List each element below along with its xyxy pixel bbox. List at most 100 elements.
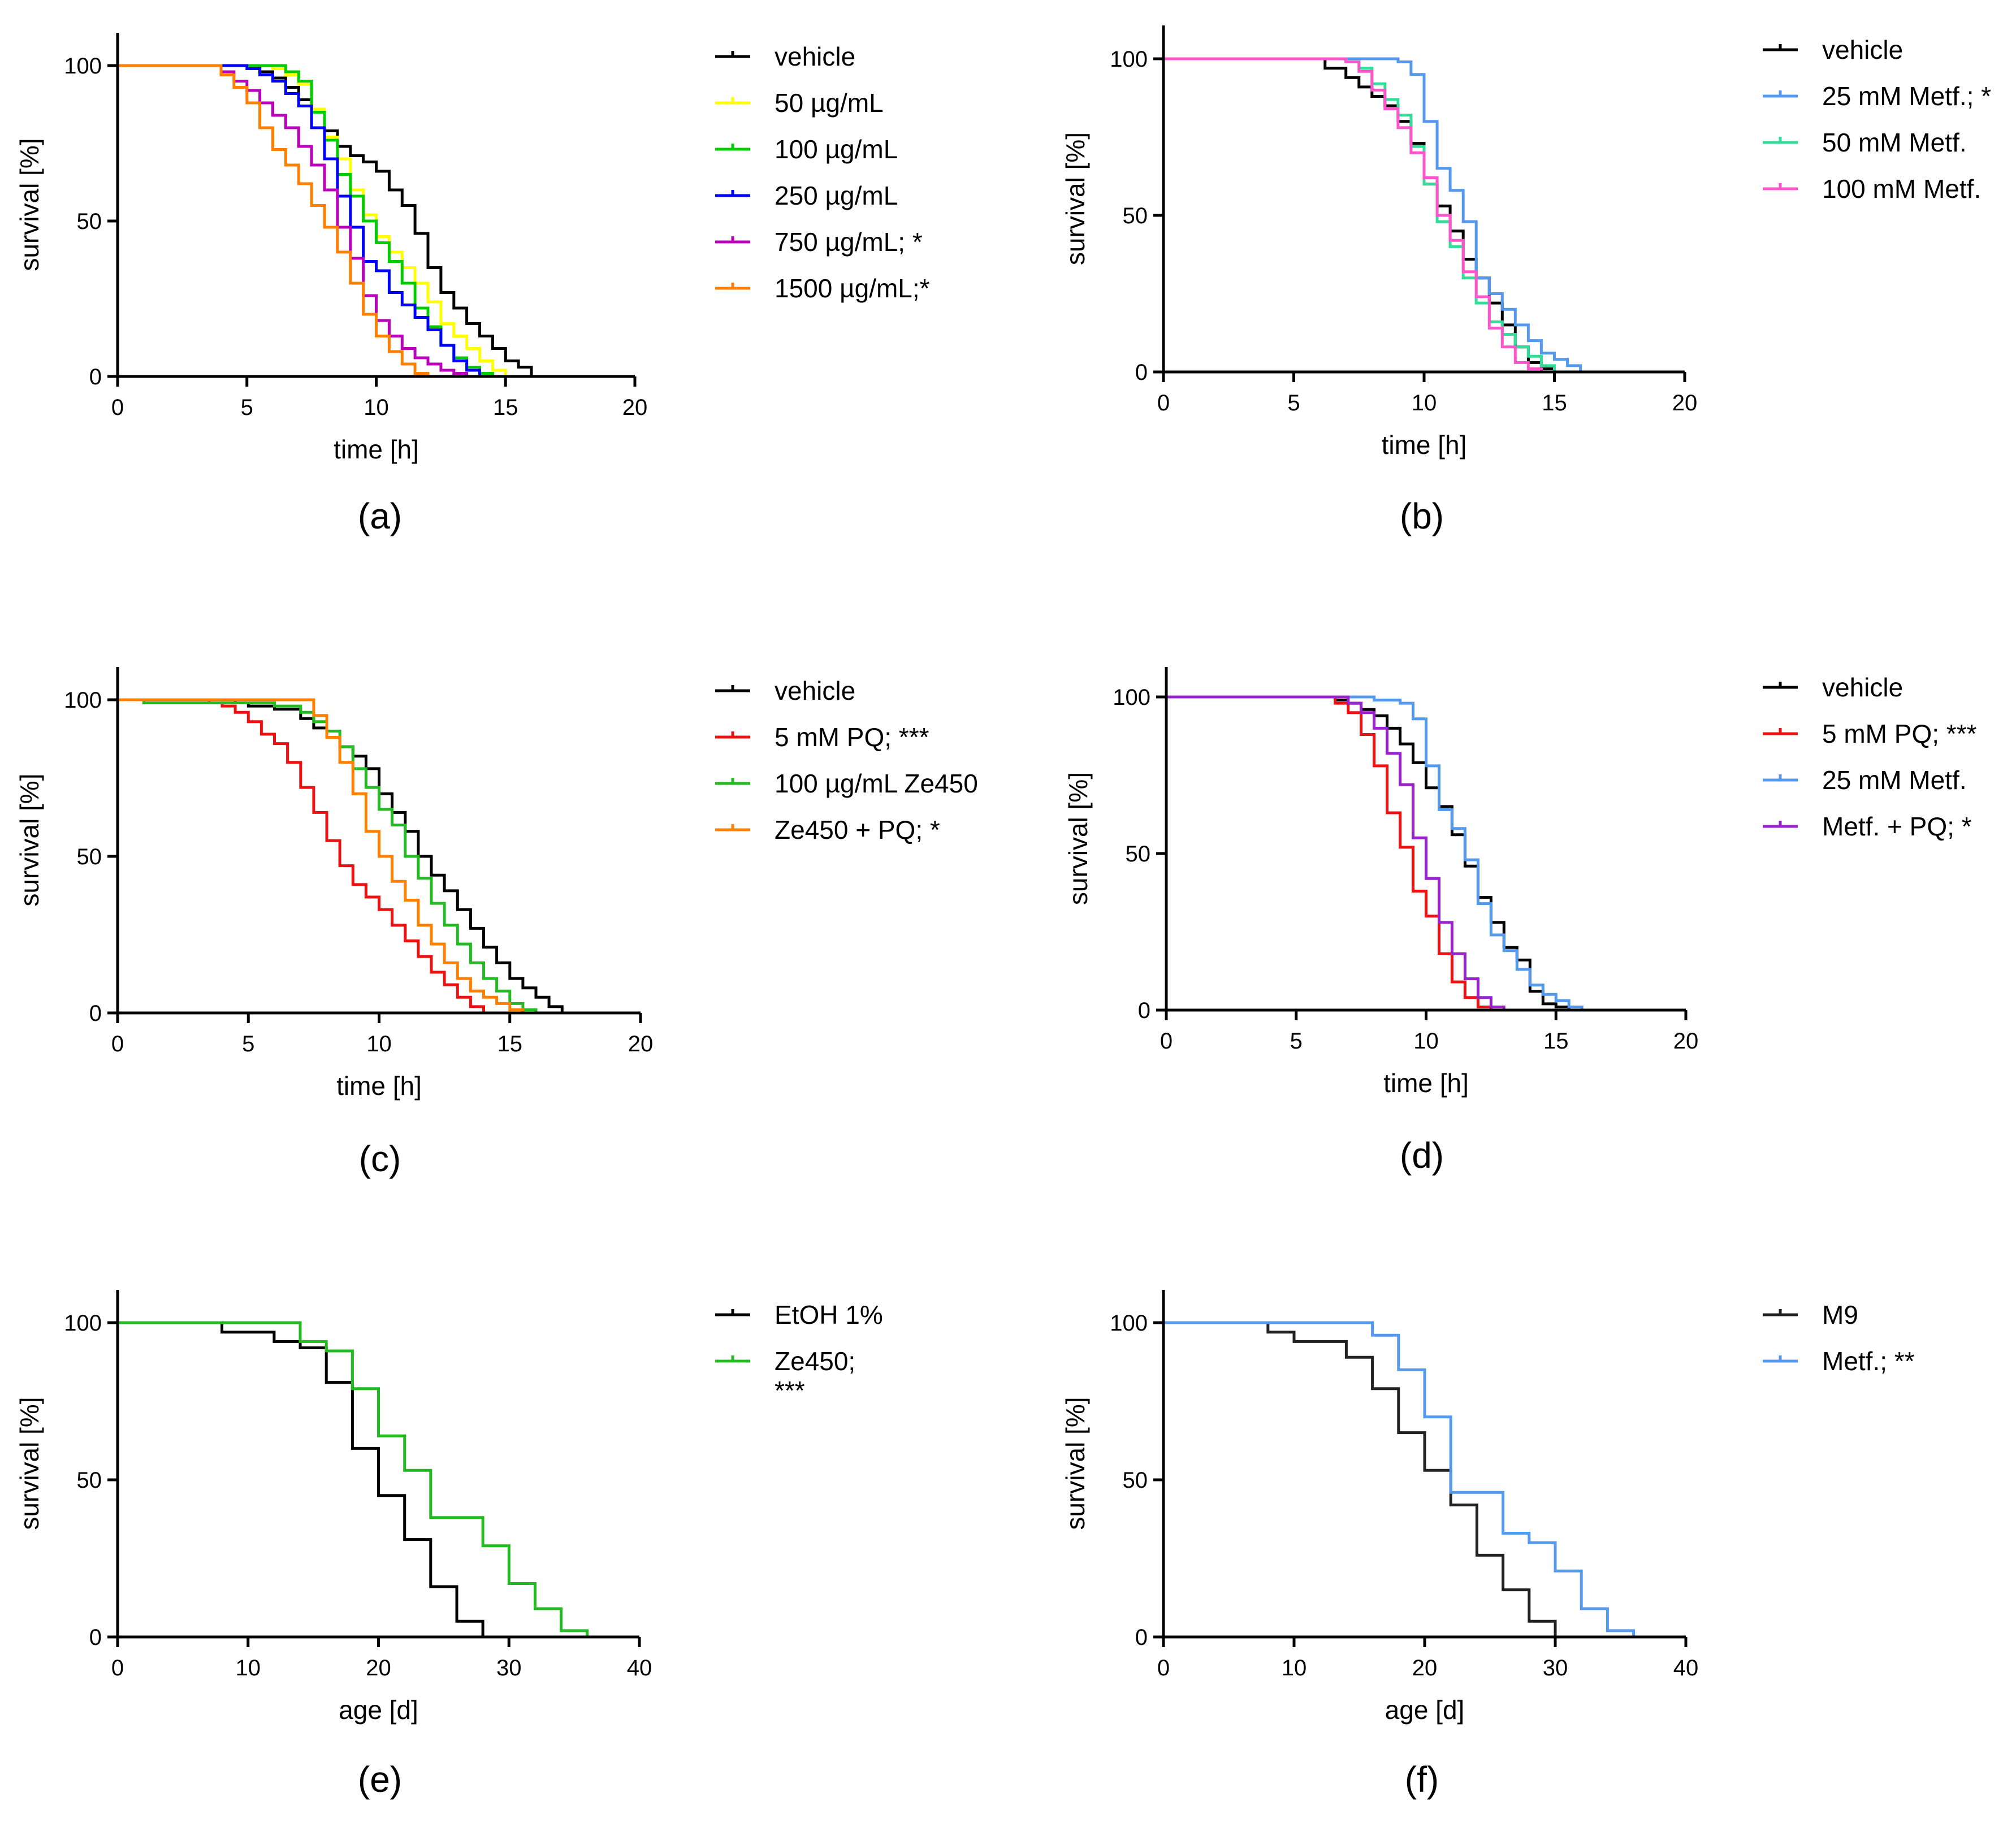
x-tick-label: 15: [493, 395, 518, 420]
y-axis-title: survival [%]: [15, 1397, 44, 1530]
panel-label: (e): [358, 1759, 402, 1800]
panel-e: 0 10 20 30 40 0 50 100 age [d] survival [%] EtOH 1…: [15, 1290, 883, 1800]
y-tick-label: 0: [89, 1001, 102, 1026]
series-line-1: [1166, 695, 1492, 1010]
x-tick-label: 20: [1673, 1029, 1699, 1054]
series-line-1: [118, 698, 485, 1013]
legend-label: vehicle: [1822, 35, 1903, 64]
y-tick-label: 100: [64, 688, 102, 713]
x-axis-title: time [h]: [1382, 430, 1467, 460]
series-line-1: [118, 1321, 589, 1637]
x-tick-label: 0: [1157, 1656, 1170, 1680]
legend-label-extra: ***: [775, 1376, 805, 1405]
legend: vehicle 5 mM PQ; *** 100 µg/mL Ze450 Ze450 …: [715, 676, 978, 844]
x-tick-label: 15: [497, 1032, 523, 1056]
series-line-0: [118, 1321, 484, 1637]
legend-label: 1500 µg/mL;*: [775, 274, 930, 303]
series-line-2: [118, 698, 538, 1013]
y-tick-label: 50: [77, 209, 102, 234]
legend-label: M9: [1822, 1300, 1858, 1329]
series-line-5: [118, 64, 430, 376]
x-tick-label: 20: [628, 1032, 654, 1056]
series-line-0: [1166, 695, 1571, 1010]
legend-label: 25 mM Metf.; *: [1822, 81, 1991, 111]
legend-label: vehicle: [775, 676, 855, 705]
x-tick-label: 10: [1282, 1656, 1307, 1680]
y-tick-label: 100: [64, 1311, 102, 1336]
series-line-0: [1163, 1321, 1557, 1637]
series-line-2: [1166, 695, 1584, 1010]
x-tick-label: 15: [1543, 1029, 1569, 1054]
series-line-1: [1163, 57, 1582, 372]
legend-label: 100 mM Metf.: [1822, 174, 1981, 203]
y-axis-title: survival [%]: [1061, 1397, 1090, 1530]
legend-label: 5 mM PQ; ***: [775, 722, 929, 752]
legend: M9 Metf.; **: [1763, 1300, 1915, 1376]
y-tick-label: 0: [89, 365, 102, 389]
x-axis-title: time [h]: [334, 435, 419, 464]
y-tick-label: 0: [89, 1625, 102, 1650]
series-line-1: [1163, 1321, 1636, 1637]
y-tick-label: 50: [1126, 842, 1151, 867]
x-tick-label: 0: [1157, 391, 1170, 415]
x-axis-title: time [h]: [1383, 1068, 1469, 1098]
y-axis-title: survival [%]: [15, 138, 44, 271]
x-tick-label: 20: [1412, 1656, 1438, 1680]
series-line-3: [118, 698, 525, 1013]
legend-label: 25 mM Metf.: [1822, 765, 1967, 795]
x-tick-label: 0: [111, 1656, 124, 1680]
legend-label: 50 mM Metf.: [1822, 128, 1967, 157]
x-axis-title: age [d]: [1385, 1695, 1465, 1725]
x-tick-label: 15: [1542, 391, 1567, 415]
x-tick-label: 5: [1287, 391, 1300, 415]
series-line-0: [1163, 57, 1556, 372]
series-line-3: [1163, 57, 1543, 372]
panel-label: (a): [358, 496, 402, 536]
y-tick-label: 100: [1110, 1311, 1148, 1336]
legend-label: 5 mM PQ; ***: [1822, 719, 1977, 748]
x-tick-label: 30: [496, 1656, 522, 1680]
y-tick-label: 0: [1135, 1625, 1148, 1650]
legend-label: 250 µg/mL: [775, 181, 898, 210]
y-tick-label: 100: [1113, 685, 1150, 710]
panel-label: (f): [1405, 1759, 1439, 1800]
panel-label: (c): [359, 1138, 401, 1179]
legend-label: EtOH 1%: [775, 1300, 883, 1329]
x-tick-label: 30: [1543, 1656, 1568, 1680]
x-tick-label: 20: [622, 395, 648, 420]
legend: EtOH 1% Ze450;***: [715, 1300, 883, 1405]
y-tick-label: 50: [1123, 203, 1148, 228]
legend-label: 100 µg/mL: [775, 135, 898, 164]
x-tick-label: 5: [241, 395, 253, 420]
y-tick-label: 0: [1138, 998, 1150, 1023]
x-axis-title: time [h]: [336, 1071, 422, 1101]
legend: vehicle 5 mM PQ; *** 25 mM Metf. Metf. + PQ…: [1763, 673, 1977, 841]
legend: vehicle 25 mM Metf.; * 50 mM Metf. 100 mM M…: [1763, 35, 1991, 203]
x-tick-label: 5: [1290, 1029, 1303, 1054]
panel-label: (b): [1400, 496, 1444, 536]
y-axis-title: survival [%]: [15, 773, 44, 906]
x-tick-label: 20: [1672, 391, 1698, 415]
x-tick-label: 0: [111, 395, 124, 420]
panel-d: 0 5 10 15 20 0 50 100 time [h] survival [%] vehicl…: [1063, 667, 1977, 1176]
y-tick-label: 50: [77, 1468, 102, 1493]
y-tick-label: 50: [1123, 1468, 1148, 1493]
x-tick-label: 20: [366, 1656, 391, 1680]
legend-label: 100 µg/mL Ze450: [775, 769, 978, 798]
x-axis-title: age [d]: [339, 1695, 418, 1725]
panel-f: 0 10 20 30 40 0 50 100 age [d] survival [%] M9 Metf…: [1061, 1290, 1915, 1800]
x-tick-label: 10: [366, 1032, 392, 1056]
legend-label: Ze450;: [775, 1346, 855, 1376]
x-tick-label: 10: [1413, 1029, 1439, 1054]
panel-c: 0 5 10 15 20 0 50 100 time [h] survival [%] vehicl…: [15, 667, 978, 1179]
x-tick-label: 5: [242, 1032, 254, 1056]
legend-label: 50 µg/mL: [775, 88, 884, 118]
y-tick-label: 0: [1135, 360, 1148, 385]
legend: vehicle 50 µg/mL 100 µg/mL 250 µg/mL 750 µg/…: [715, 42, 930, 303]
series-line-3: [1166, 695, 1505, 1010]
panel-a: 0 5 10 15 20 0 50 100 time [h] survival [%] vehicl…: [15, 33, 930, 536]
panel-label: (d): [1400, 1135, 1444, 1176]
series-line-3: [118, 64, 481, 376]
x-tick-label: 0: [111, 1032, 124, 1056]
